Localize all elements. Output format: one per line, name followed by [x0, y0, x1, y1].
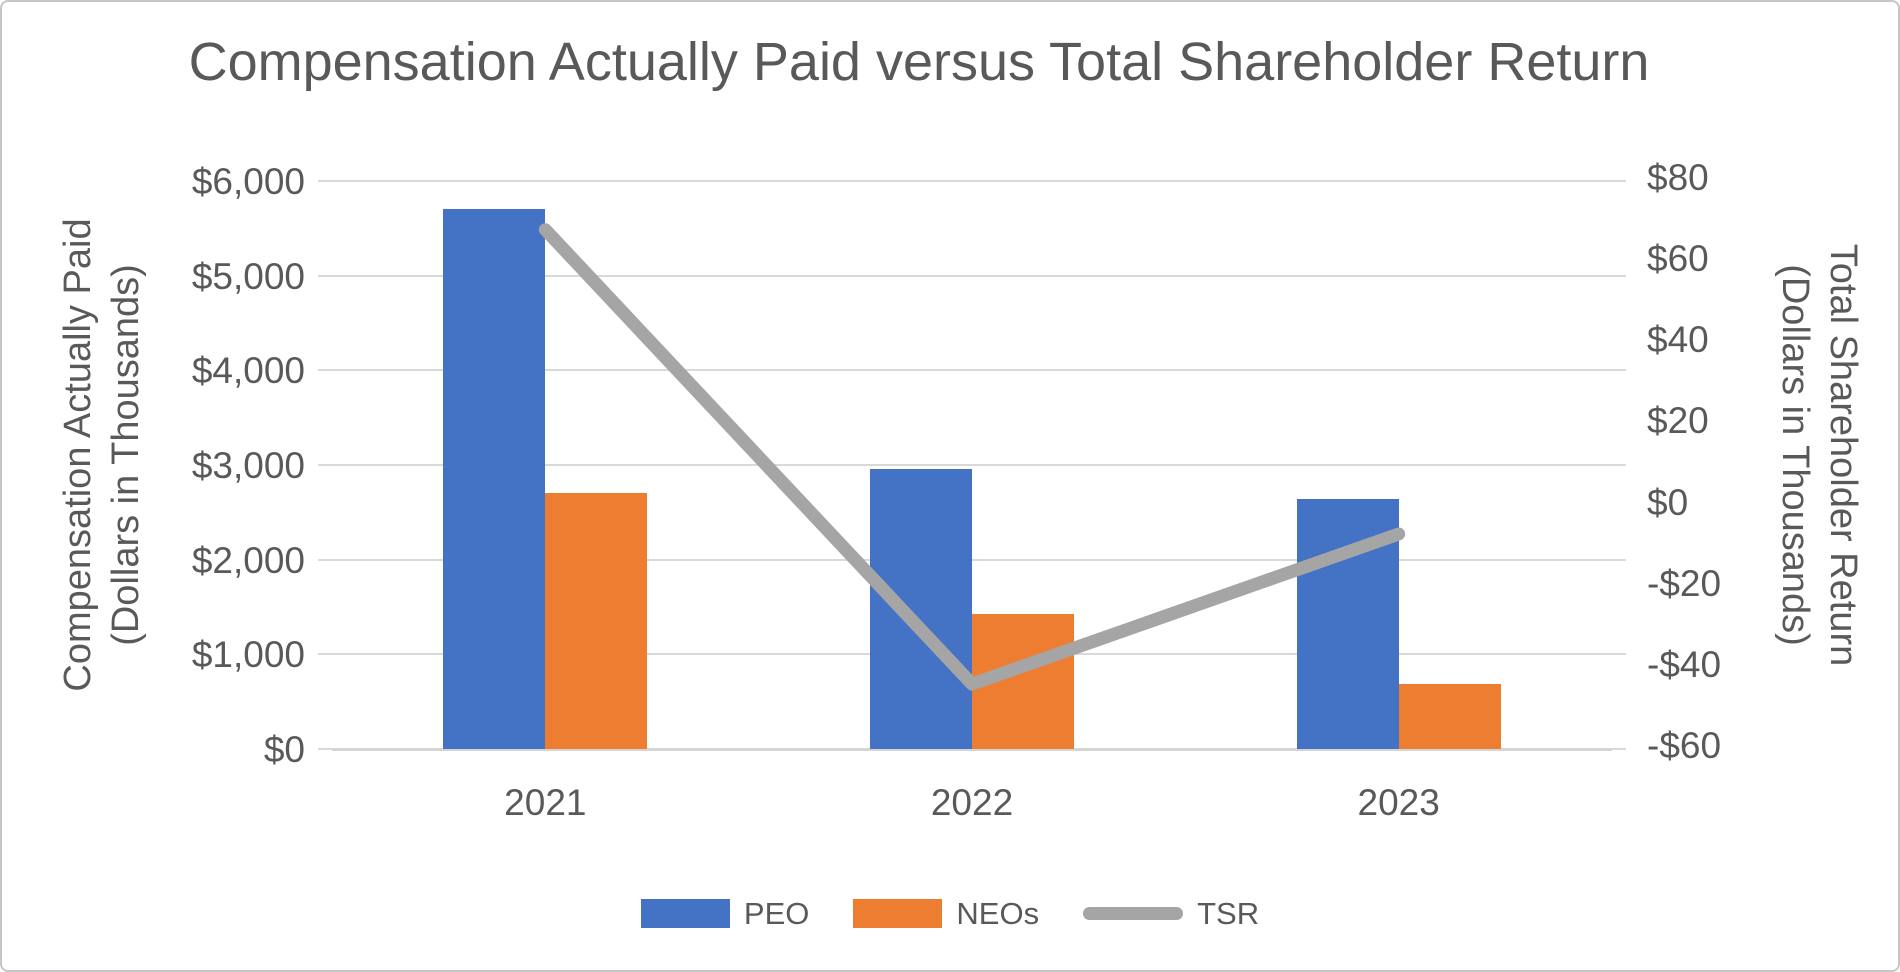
right-axis-tick-label: $80	[1647, 157, 1709, 198]
left-axis-tick-label: $0	[263, 729, 305, 770]
left-axis-tick-label: $5,000	[191, 255, 305, 297]
right-axis-tick	[1612, 274, 1626, 277]
legend-peo-swatch	[640, 899, 730, 928]
left-axis-tick	[318, 558, 332, 561]
legend-item-peo: PEO	[640, 896, 810, 931]
legend-peo-label: PEO	[743, 896, 810, 931]
left-axis-title-line1: Compensation Actually Paid	[57, 218, 99, 692]
neos-bar-2022	[972, 613, 1074, 749]
legend-tsr-label: TSR	[1197, 896, 1260, 931]
left-axis-tick	[318, 653, 332, 656]
right-axis-tick-label: -$40	[1647, 643, 1722, 685]
chart-title: Compensation Actually Paid versus Total …	[188, 32, 1650, 92]
left-axis-tick	[318, 464, 332, 466]
neos-bar-2021	[545, 493, 648, 749]
right-axis-title: Total Shareholder Return (Dollars in Tho…	[1771, 244, 1867, 666]
peo-bar-2021	[443, 209, 546, 749]
left-axis-tick	[318, 180, 332, 182]
right-axis-tick-label: $60	[1647, 238, 1709, 280]
right-axis-tick-label: $20	[1647, 400, 1709, 442]
left-axis-tick-label: $2,000	[191, 539, 305, 581]
legend-tsr-swatch	[1083, 907, 1184, 920]
right-axis-title-line1: Total Shareholder Return	[1822, 243, 1864, 667]
left-axis-tick-label: $4,000	[191, 350, 305, 392]
right-axis-tick-label: $40	[1647, 319, 1709, 361]
x-axis-line	[332, 748, 1612, 751]
left-axis-tick	[318, 274, 332, 277]
right-axis-tick	[1612, 369, 1626, 372]
peo-bar-2023	[1296, 499, 1399, 749]
x-axis-label-2022: 2022	[930, 782, 1014, 823]
legend: PEO NEOs TSR	[2, 898, 1898, 929]
right-axis-tick	[1612, 558, 1626, 561]
right-axis-tick-label: $0	[1647, 481, 1689, 523]
right-axis-tick	[1612, 748, 1626, 750]
left-axis-tick	[318, 748, 332, 750]
legend-neos-swatch	[853, 899, 943, 928]
right-axis-tick	[1612, 653, 1626, 656]
left-axis-tick-label: $1,000	[191, 634, 305, 676]
right-axis-title-line2: (Dollars in Thousands)	[1774, 264, 1816, 646]
peo-bar-2022	[870, 468, 972, 749]
legend-item-neos: NEOs	[853, 898, 1039, 929]
neos-bar-2023	[1398, 683, 1501, 749]
left-axis-tick-label: $3,000	[191, 445, 305, 486]
left-axis-tick	[318, 369, 332, 372]
x-axis-label-2021: 2021	[504, 782, 587, 823]
x-axis-label-2023: 2023	[1357, 782, 1440, 823]
gridline	[332, 180, 1612, 182]
right-axis-tick-label: -$20	[1647, 562, 1722, 604]
right-axis-tick	[1612, 180, 1626, 182]
right-axis-tick-label: -$60	[1647, 725, 1722, 766]
legend-neos-label: NEOs	[956, 896, 1040, 931]
left-axis-tick-label: $6,000	[191, 161, 305, 202]
legend-item-tsr: TSR	[1083, 898, 1259, 929]
right-axis-tick	[1612, 464, 1626, 466]
